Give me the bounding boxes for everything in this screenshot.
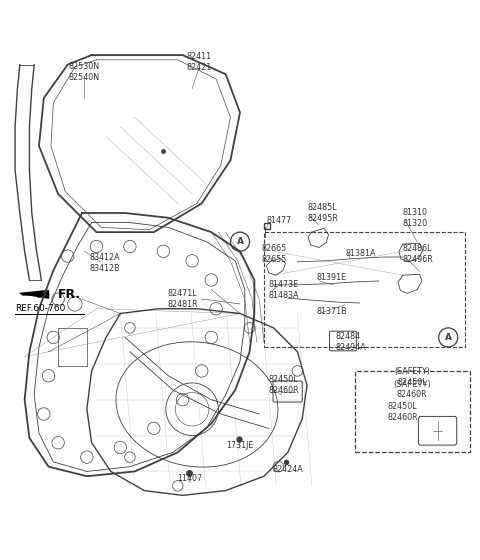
Text: 82411
82421: 82411 82421 bbox=[187, 52, 212, 72]
Text: 82471L
82481R: 82471L 82481R bbox=[167, 289, 198, 309]
Text: FR.: FR. bbox=[58, 288, 81, 301]
Text: 81391E: 81391E bbox=[317, 273, 347, 282]
Text: 1731JE: 1731JE bbox=[226, 441, 254, 450]
Text: 81381A: 81381A bbox=[345, 249, 376, 258]
Bar bbox=[355, 371, 470, 452]
Text: 11407: 11407 bbox=[177, 474, 202, 483]
Text: A: A bbox=[444, 333, 452, 342]
Text: 82530N
82540N: 82530N 82540N bbox=[69, 62, 100, 82]
Bar bbox=[58, 328, 87, 366]
Polygon shape bbox=[20, 291, 48, 298]
Text: REF.60-760: REF.60-760 bbox=[15, 304, 65, 313]
Text: 81477: 81477 bbox=[266, 216, 291, 225]
Text: (SAFETY): (SAFETY) bbox=[394, 380, 431, 389]
Text: 82424A: 82424A bbox=[273, 465, 303, 474]
Bar bbox=[264, 232, 465, 347]
Text: A: A bbox=[237, 237, 243, 246]
Text: 81310
81320: 81310 81320 bbox=[403, 208, 428, 228]
Text: 82450L
82460R: 82450L 82460R bbox=[387, 402, 418, 422]
Text: 81473E
81483A: 81473E 81483A bbox=[269, 279, 299, 300]
Text: 82484
82494A: 82484 82494A bbox=[336, 332, 366, 352]
Text: 82665
82655: 82665 82655 bbox=[262, 244, 287, 264]
Text: 82486L
82496R: 82486L 82496R bbox=[403, 244, 433, 264]
Text: 82450L
82460R: 82450L 82460R bbox=[269, 375, 300, 395]
Text: (SAFETY)
82450L
82460R: (SAFETY) 82450L 82460R bbox=[395, 367, 430, 399]
Text: 81371B: 81371B bbox=[317, 307, 347, 316]
Text: 82485L
82495R: 82485L 82495R bbox=[307, 203, 338, 223]
Text: 83412A
83412B: 83412A 83412B bbox=[89, 253, 120, 273]
